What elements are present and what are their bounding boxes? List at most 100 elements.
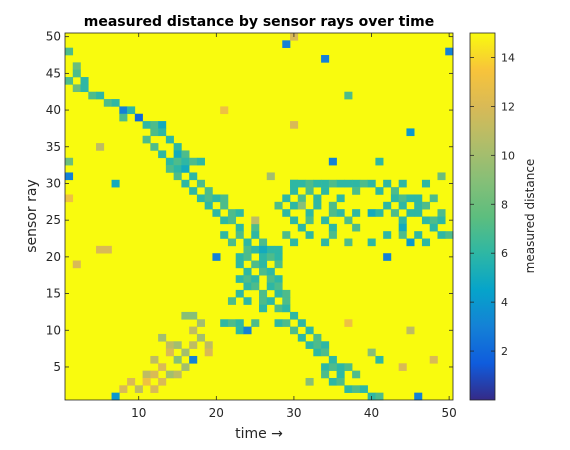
heatmap-cell: [165, 341, 174, 349]
plot-frame: [64, 32, 454, 401]
heatmap-cell: [274, 245, 283, 254]
heatmap-cell: [220, 106, 229, 115]
heatmap-cell: [235, 231, 244, 239]
heatmap-cell: [266, 172, 275, 181]
heatmap-cell: [305, 216, 314, 225]
heatmap-cell: [266, 297, 275, 305]
heatmap-cell: [421, 216, 431, 225]
heatmap-cell: [259, 297, 268, 305]
heatmap-cell: [305, 341, 314, 349]
heatmap-cell: [181, 363, 190, 371]
heatmap-cell: [398, 231, 407, 239]
heatmap-cell: [429, 194, 438, 203]
heatmap-cell: [196, 179, 205, 188]
heatmap-cell: [313, 341, 322, 349]
heatmap-cell: [243, 245, 252, 254]
heatmap-cell: [321, 187, 330, 195]
y-tick-label: 40: [46, 103, 61, 117]
heatmap-cell: [282, 304, 291, 313]
heatmap-cell: [344, 385, 353, 393]
heatmap-cell: [189, 187, 198, 195]
colorbar-tick-label: 2: [501, 345, 508, 358]
heatmap-cell: [414, 201, 423, 210]
heatmap-cell: [266, 275, 275, 283]
heatmap-cell: [259, 304, 268, 313]
heatmap-cell: [282, 231, 291, 239]
heatmap-cell: [181, 179, 190, 188]
heatmap-cell: [212, 253, 221, 261]
colorbar-gradient: [469, 32, 496, 401]
heatmap-cell: [282, 297, 291, 305]
heatmap-cell: [72, 260, 81, 269]
heatmap-cell: [383, 201, 392, 210]
heatmap-cell: [235, 326, 244, 335]
heatmap-cell: [336, 194, 345, 203]
heatmap-cell: [227, 297, 237, 305]
heatmap-cell: [305, 209, 314, 217]
heatmap-cell: [243, 326, 252, 335]
heatmap-cell: [150, 128, 159, 137]
heatmap-cell: [445, 231, 454, 239]
heatmap-cell: [328, 363, 337, 371]
heatmap-cell: [204, 201, 213, 210]
heatmap-cell: [150, 385, 159, 393]
heatmap-cell: [243, 238, 252, 247]
heatmap-cell: [398, 179, 407, 188]
heatmap-cell: [142, 121, 151, 129]
heatmap-cell: [321, 363, 330, 371]
heatmap-cell: [243, 275, 252, 283]
heatmap-cell: [274, 253, 283, 261]
heatmap-cell: [111, 392, 120, 401]
heatmap-cell: [297, 194, 306, 203]
heatmap-cell: [313, 333, 322, 342]
heatmap-cell: [305, 187, 314, 195]
heatmap-cell: [235, 253, 244, 261]
heatmap-cell: [305, 326, 314, 335]
heatmap-cell: [406, 194, 415, 203]
colorbar-label: measured distance: [523, 159, 537, 274]
heatmap-cell: [251, 245, 260, 254]
heatmap-cell: [274, 275, 283, 283]
heatmap-cell: [65, 77, 74, 85]
x-tick-label: 50: [441, 406, 456, 420]
heatmap-cell: [375, 209, 384, 217]
heatmap-cell: [290, 187, 299, 195]
heatmap-cell: [189, 355, 198, 364]
heatmap-cell: [336, 209, 345, 217]
heatmap-cell: [134, 385, 143, 393]
heatmap-cell: [390, 209, 399, 217]
heatmap-cell: [352, 187, 361, 195]
y-tick-label: 45: [46, 66, 61, 80]
heatmap-cell: [181, 348, 190, 357]
heatmap-cell: [165, 135, 174, 144]
heatmap-cell: [72, 69, 81, 78]
heatmap-cell: [321, 179, 330, 188]
heatmap-cell: [336, 179, 345, 188]
heatmap-cell: [165, 157, 174, 166]
heatmap-cell: [421, 238, 431, 247]
heatmap-cell: [352, 370, 361, 379]
heatmap-cell: [398, 363, 407, 371]
heatmap-cell: [173, 370, 182, 379]
heatmap-cell: [398, 223, 407, 232]
heatmap-cell: [321, 348, 330, 357]
heatmap-cell: [111, 99, 120, 107]
heatmap-cell: [134, 113, 143, 122]
x-tick-label: 20: [209, 406, 224, 420]
heatmap-cell: [344, 238, 353, 247]
heatmap-cell: [375, 392, 384, 401]
plot-area: 10 20 30 40 50 5 10 15 20 25 30 35 40 45 50: [46, 30, 457, 420]
heatmap-cell: [196, 333, 205, 342]
heatmap-cell: [173, 143, 182, 151]
heatmap-cell: [204, 341, 213, 349]
y-tick-label: 5: [53, 360, 61, 374]
heatmap-cell: [173, 165, 182, 173]
heatmap-cell: [235, 319, 244, 327]
heatmap-cell: [406, 209, 415, 217]
heatmap-cell: [189, 326, 198, 335]
heatmap-cell: [336, 370, 345, 379]
x-axis-ticks: 10 20 30 40 50: [131, 33, 457, 420]
heatmap-cell: [305, 231, 314, 239]
y-tick-label: 50: [46, 30, 61, 44]
colorbar-tick-label: 8: [501, 198, 508, 211]
